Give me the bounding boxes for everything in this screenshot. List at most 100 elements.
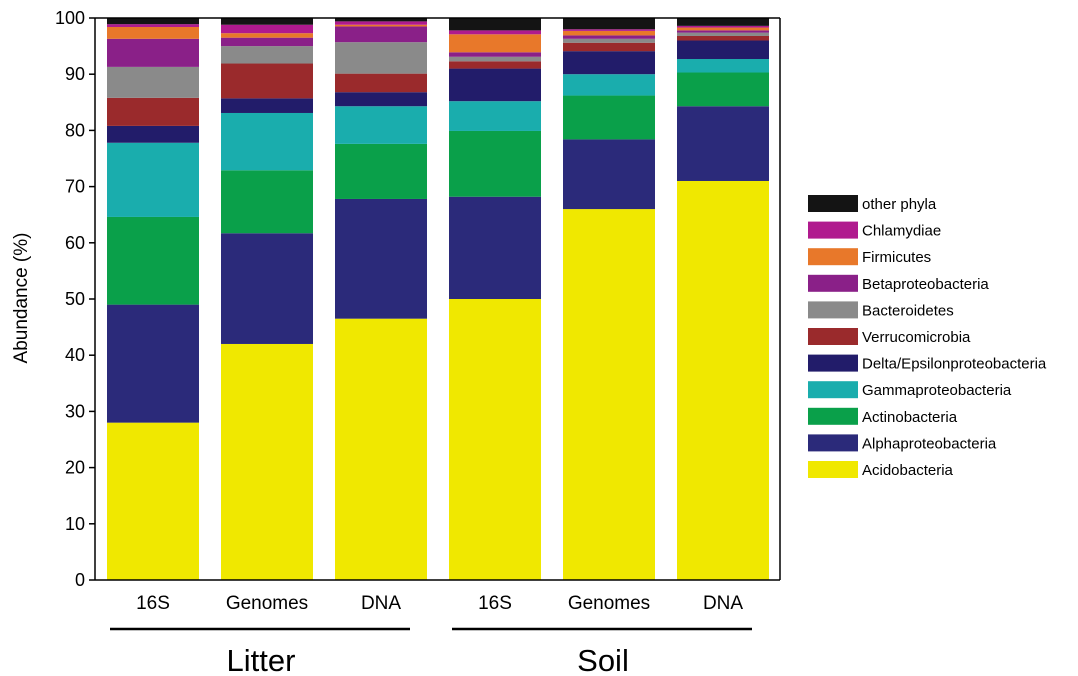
legend-swatch	[808, 354, 858, 372]
bar-segment-actinobacteria	[449, 130, 541, 197]
bar-segment-delta-epsilonproteobacteria	[335, 92, 427, 107]
bar-segment-gammaproteobacteria	[677, 59, 769, 73]
bar-segment-verrucomicrobia	[563, 42, 655, 52]
y-axis-title: Abundance (%)	[11, 233, 32, 364]
bar-segment-actinobacteria	[563, 95, 655, 140]
bar-segment-verrucomicrobia	[335, 73, 427, 93]
legend-label: Bacteroidetes	[862, 302, 954, 319]
bar-segment-betaproteobacteria	[449, 52, 541, 57]
y-tick-label: 10	[65, 514, 85, 534]
legend-label: Firmicutes	[862, 249, 931, 266]
legend-label: Chlamydiae	[862, 223, 941, 240]
bar-segment-other-phyla	[449, 18, 541, 31]
y-tick-label: 80	[65, 120, 85, 140]
bar-segment-actinobacteria	[221, 170, 313, 234]
bar-segment-firmicutes	[677, 27, 769, 31]
y-tick-label: 30	[65, 401, 85, 421]
legend-swatch	[808, 195, 858, 212]
legend-swatch	[808, 461, 858, 478]
bar-segment-bacteroidetes	[677, 32, 769, 36]
bar-segment-chlamydiae	[563, 29, 655, 31]
bar-segment-bacteroidetes	[563, 38, 655, 43]
y-tick-label: 70	[65, 177, 85, 197]
x-axis-labels: 16S Genomes DNA 16S Genomes DNA	[136, 593, 743, 614]
legend-label: Betaproteobacteria	[862, 276, 989, 293]
legend-swatch	[808, 301, 858, 319]
y-tick-label: 90	[65, 64, 85, 84]
legend-swatch	[808, 221, 858, 239]
bar-segment-firmicutes	[335, 24, 427, 27]
legend-label: Acidobacteria	[862, 462, 954, 479]
legend-swatch	[808, 328, 858, 345]
bar-segment-verrucomicrobia	[107, 97, 199, 126]
legend: other phyla Chlamydiae Firmicutes Betaprote…	[808, 195, 1047, 479]
bar-segment-alphaproteobacteria	[449, 196, 541, 299]
x-tick-label: Genomes	[568, 593, 650, 614]
bar-segment-acidobacteria	[221, 343, 313, 580]
bar-segment-acidobacteria	[563, 209, 655, 580]
bar-segment-betaproteobacteria	[335, 26, 427, 43]
legend-swatch	[808, 381, 858, 399]
x-tick-label: DNA	[703, 593, 743, 614]
y-tick-label: 50	[65, 289, 85, 309]
y-tick-label: 0	[75, 570, 85, 590]
bar-segment-gammaproteobacteria	[449, 101, 541, 131]
bar-segment-gammaproteobacteria	[221, 112, 313, 171]
bar-segment-gammaproteobacteria	[335, 106, 427, 144]
bar-segment-verrucomicrobia	[449, 61, 541, 69]
legend-label: Alphaproteobacteria	[862, 435, 997, 452]
bar-segment-acidobacteria	[677, 180, 769, 581]
bar-segment-other-phyla	[335, 18, 427, 22]
bar-segment-alphaproteobacteria	[335, 198, 427, 319]
bar-segment-firmicutes	[449, 34, 541, 53]
bar-segment-betaproteobacteria	[677, 30, 769, 33]
y-axis: 0 10 20 30 40 50 60 70 80 90 100	[55, 8, 781, 590]
bar-segment-other-phyla	[563, 18, 655, 30]
bar-segment-bacteroidetes	[107, 66, 199, 98]
bar-segment-acidobacteria	[335, 318, 427, 580]
y-tick-label: 60	[65, 233, 85, 253]
legend-label: Delta/Epsilonproteobacteria	[862, 356, 1047, 373]
legend-label: Actinobacteria	[862, 409, 958, 426]
bar-segment-other-phyla	[107, 18, 199, 25]
bar-segment-bacteroidetes	[221, 46, 313, 64]
bar-segment-betaproteobacteria	[107, 38, 199, 67]
legend-label: Gammaproteobacteria	[862, 382, 1012, 399]
y-tick-label: 100	[55, 8, 85, 28]
group-label: Litter	[227, 643, 296, 676]
bar-segment-verrucomicrobia	[221, 63, 313, 99]
bar-segment-verrucomicrobia	[677, 35, 769, 41]
bar-segment-actinobacteria	[107, 216, 199, 305]
bar-segment-betaproteobacteria	[221, 37, 313, 47]
bar-segment-delta-epsilonproteobacteria	[221, 98, 313, 113]
bar-segment-other-phyla	[221, 18, 313, 25]
x-tick-label: 16S	[478, 593, 512, 614]
bar-segment-firmicutes	[107, 26, 199, 39]
x-tick-label: Genomes	[226, 593, 308, 614]
bar-segment-bacteroidetes	[449, 56, 541, 62]
bar-segment-chlamydiae	[677, 25, 769, 28]
bar-segment-acidobacteria	[107, 422, 199, 580]
bar-segment-delta-epsilonproteobacteria	[107, 125, 199, 143]
bar-segment-bacteroidetes	[335, 42, 427, 74]
bar-segment-delta-epsilonproteobacteria	[563, 51, 655, 75]
bar-segment-betaproteobacteria	[563, 35, 655, 39]
legend-label: other phyla	[862, 196, 937, 213]
legend-label: Verrucomicrobia	[862, 329, 971, 346]
bar-segment-alphaproteobacteria	[563, 139, 655, 210]
bar-segment-alphaproteobacteria	[107, 304, 199, 423]
x-tick-label: DNA	[361, 593, 401, 614]
bar-segment-firmicutes	[563, 30, 655, 36]
bar-segment-alphaproteobacteria	[221, 233, 313, 344]
group-label: Soil	[577, 643, 629, 676]
bars-layer	[107, 18, 769, 581]
bar-segment-actinobacteria	[335, 143, 427, 199]
legend-swatch	[808, 274, 858, 292]
y-tick-label: 40	[65, 345, 85, 365]
bar-segment-acidobacteria	[449, 299, 541, 580]
x-tick-label: 16S	[136, 593, 170, 614]
bar-segment-delta-epsilonproteobacteria	[677, 40, 769, 60]
bar-segment-alphaproteobacteria	[677, 106, 769, 181]
